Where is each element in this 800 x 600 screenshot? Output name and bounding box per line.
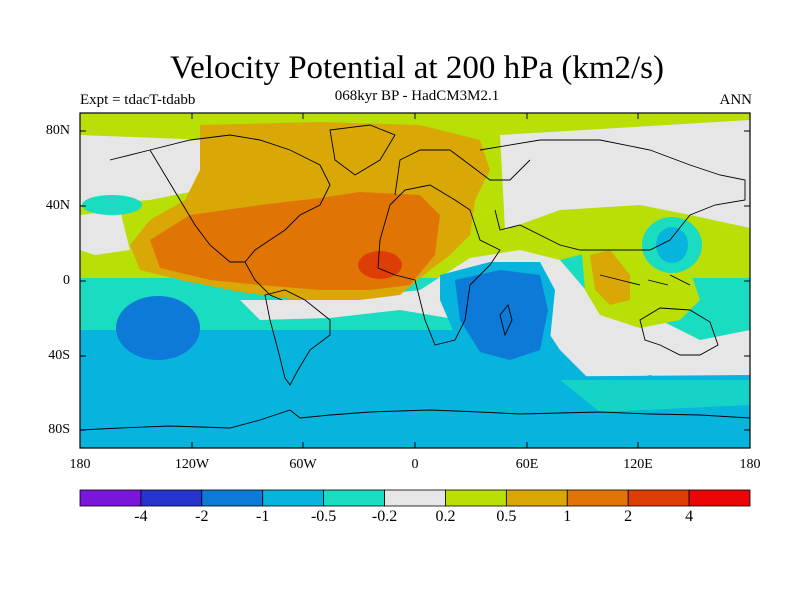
- map-title: Velocity Potential at 200 hPa (km2/s): [169, 50, 665, 86]
- lon-tick-label: 180: [739, 457, 761, 472]
- africa-coast: [377, 184, 501, 346]
- colorbar-label: -4: [134, 508, 148, 525]
- south-america-coast: [264, 289, 331, 386]
- field-blue-spacific: [116, 296, 200, 360]
- lat-tick-label: 80N: [45, 123, 70, 138]
- lon-tick-label: 120E: [623, 457, 653, 472]
- colorbar-swatch: [201, 489, 264, 507]
- colorbar-swatch: [505, 489, 568, 507]
- colorbar-swatch: [262, 489, 325, 507]
- field-grey-asia: [500, 120, 750, 230]
- contour-field: [80, 113, 750, 448]
- antarctica-coast: [80, 409, 750, 431]
- field-cyan-npacific: [82, 195, 142, 215]
- colorbar-swatch: [688, 489, 751, 507]
- season-label: ANN: [719, 92, 753, 108]
- colorbar-label: -0.2: [371, 508, 398, 525]
- lon-tick-label: 120W: [174, 457, 210, 472]
- colorbar-label: 2: [624, 508, 633, 525]
- lon-tick-label: 0: [411, 457, 419, 472]
- colorbar-label: 1: [563, 508, 572, 525]
- colorbar-swatch: [79, 489, 142, 507]
- colorbar-label: -1: [256, 508, 270, 525]
- colorbar: [79, 489, 751, 507]
- map-subtitle: 068kyr BP - HadCM3M2.1: [334, 88, 500, 104]
- europe-coast: [394, 149, 531, 196]
- colorbar-swatch: [566, 489, 629, 507]
- colorbar-swatch: [627, 489, 690, 507]
- colorbar-swatch: [323, 489, 385, 507]
- lat-tick-label: 80S: [48, 422, 70, 437]
- lat-tick-label: 0: [63, 273, 70, 288]
- lat-tick-label: 40N: [45, 198, 70, 213]
- lon-tick-label: 60W: [289, 457, 317, 472]
- australia-coast: [639, 307, 719, 356]
- greenland-coast: [329, 124, 396, 176]
- field-grey-npacific: [80, 135, 210, 205]
- field-blue-indian: [455, 270, 548, 360]
- colorbar-label: -0.5: [310, 508, 337, 525]
- experiment-label: Expt = tdacT-tdabb: [80, 92, 196, 108]
- colorbar-swatch: [384, 489, 446, 507]
- colorbar-label: 0.5: [496, 508, 517, 525]
- north-america-coast: [109, 134, 331, 301]
- colorbar-swatch: [445, 489, 507, 507]
- tick-marks: [80, 113, 750, 448]
- coastlines: [80, 124, 750, 431]
- colorbar-label: 4: [685, 508, 694, 525]
- lon-tick-label: 60E: [515, 457, 539, 472]
- asia-coast: [479, 139, 746, 251]
- colorbar-label: -2: [195, 508, 209, 525]
- colorbar-label: 0.2: [435, 508, 456, 525]
- field-red-core: [358, 251, 402, 279]
- colorbar-swatch: [140, 489, 203, 507]
- lon-tick-label: 180: [69, 457, 91, 472]
- lat-tick-label: 40S: [48, 348, 70, 363]
